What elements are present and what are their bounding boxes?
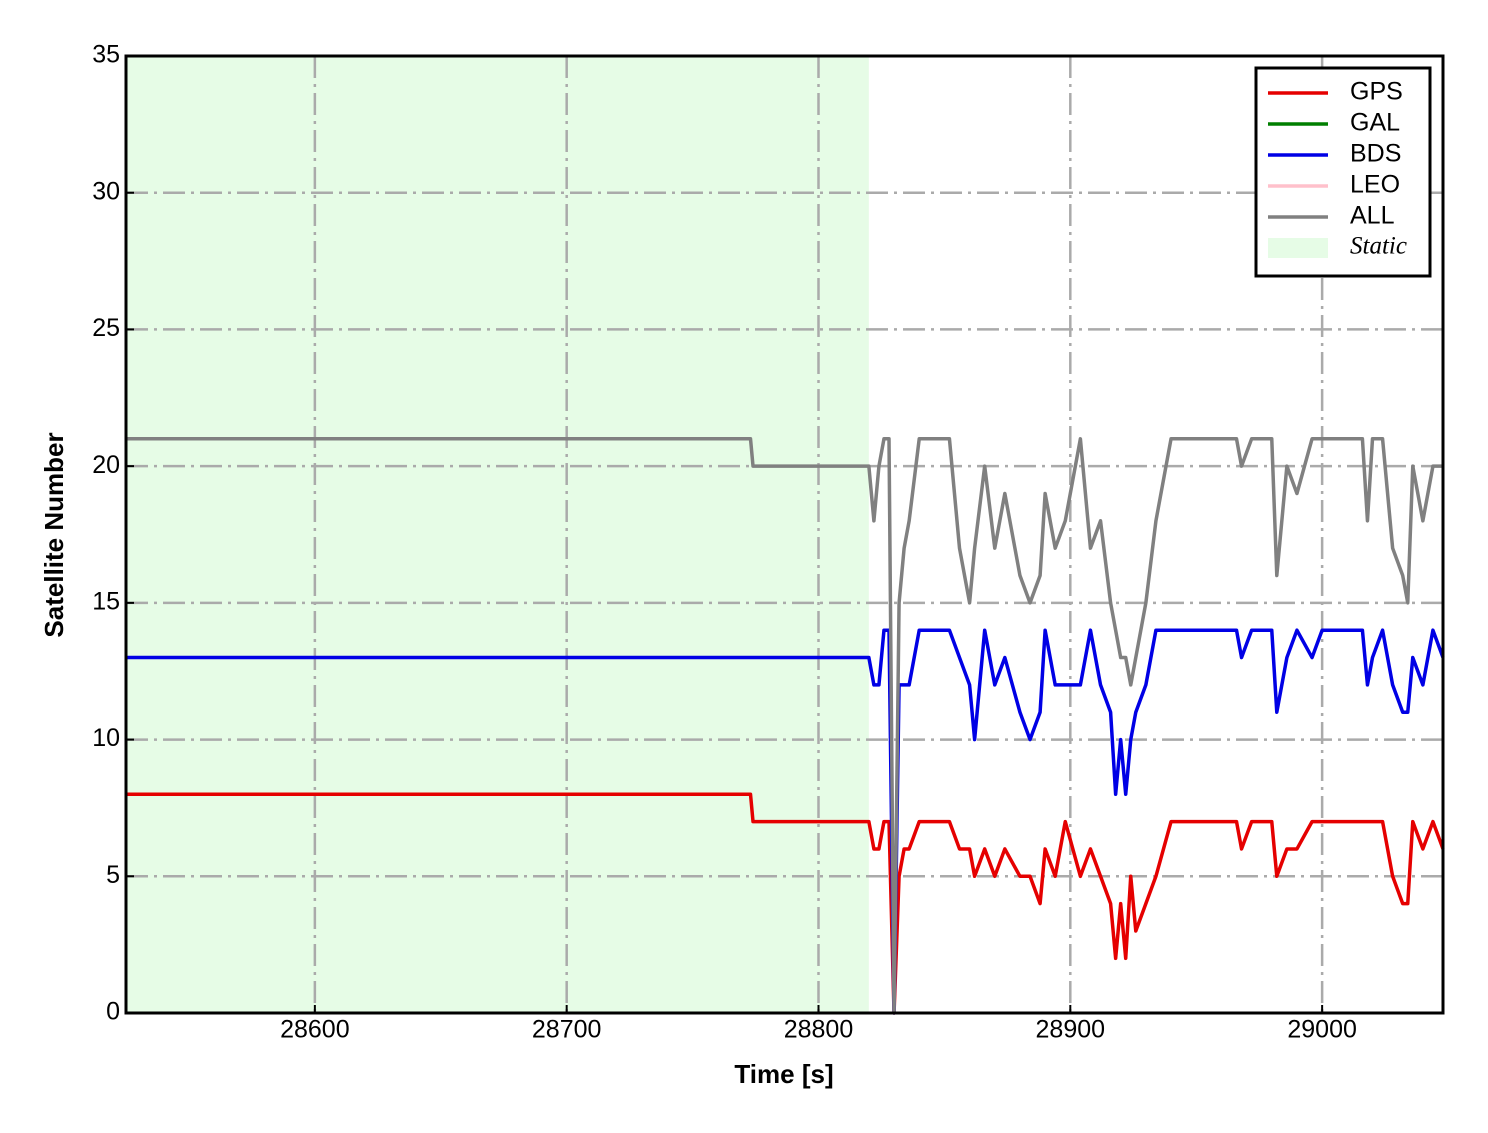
y-tick-label: 20 bbox=[92, 451, 120, 479]
y-tick-label: 25 bbox=[92, 314, 120, 342]
legend-swatch bbox=[1268, 238, 1328, 258]
legend-label: ALL bbox=[1350, 202, 1395, 230]
x-axis-label: Time [s] bbox=[734, 1059, 833, 1089]
y-tick-label: 0 bbox=[106, 998, 120, 1026]
y-tick-label: 10 bbox=[92, 724, 120, 752]
series-line bbox=[126, 628, 1445, 1015]
legend-label: BDS bbox=[1350, 140, 1401, 168]
x-tick-label: 28900 bbox=[1036, 1016, 1106, 1044]
x-tick-label: 28800 bbox=[784, 1016, 854, 1044]
y-tick-label: 15 bbox=[92, 587, 120, 615]
series-line bbox=[126, 437, 1443, 1015]
y-tick-label: 5 bbox=[106, 861, 120, 889]
x-tick-label: 28700 bbox=[532, 1016, 602, 1044]
legend-label: LEO bbox=[1350, 171, 1400, 199]
series-line bbox=[126, 792, 1445, 1015]
y-axis-label: Satellite Number bbox=[39, 432, 69, 637]
static-span bbox=[126, 56, 869, 1013]
x-tick-label: 28600 bbox=[280, 1016, 350, 1044]
y-tick-label: 30 bbox=[92, 177, 120, 205]
legend-label: Static bbox=[1350, 233, 1407, 260]
y-tick-label: 35 bbox=[92, 41, 120, 69]
legend-label: GAL bbox=[1350, 109, 1400, 137]
x-tick-label: 29000 bbox=[1287, 1016, 1357, 1044]
plot-frame bbox=[124, 54, 1445, 1015]
legend-label: GPS bbox=[1350, 78, 1403, 106]
